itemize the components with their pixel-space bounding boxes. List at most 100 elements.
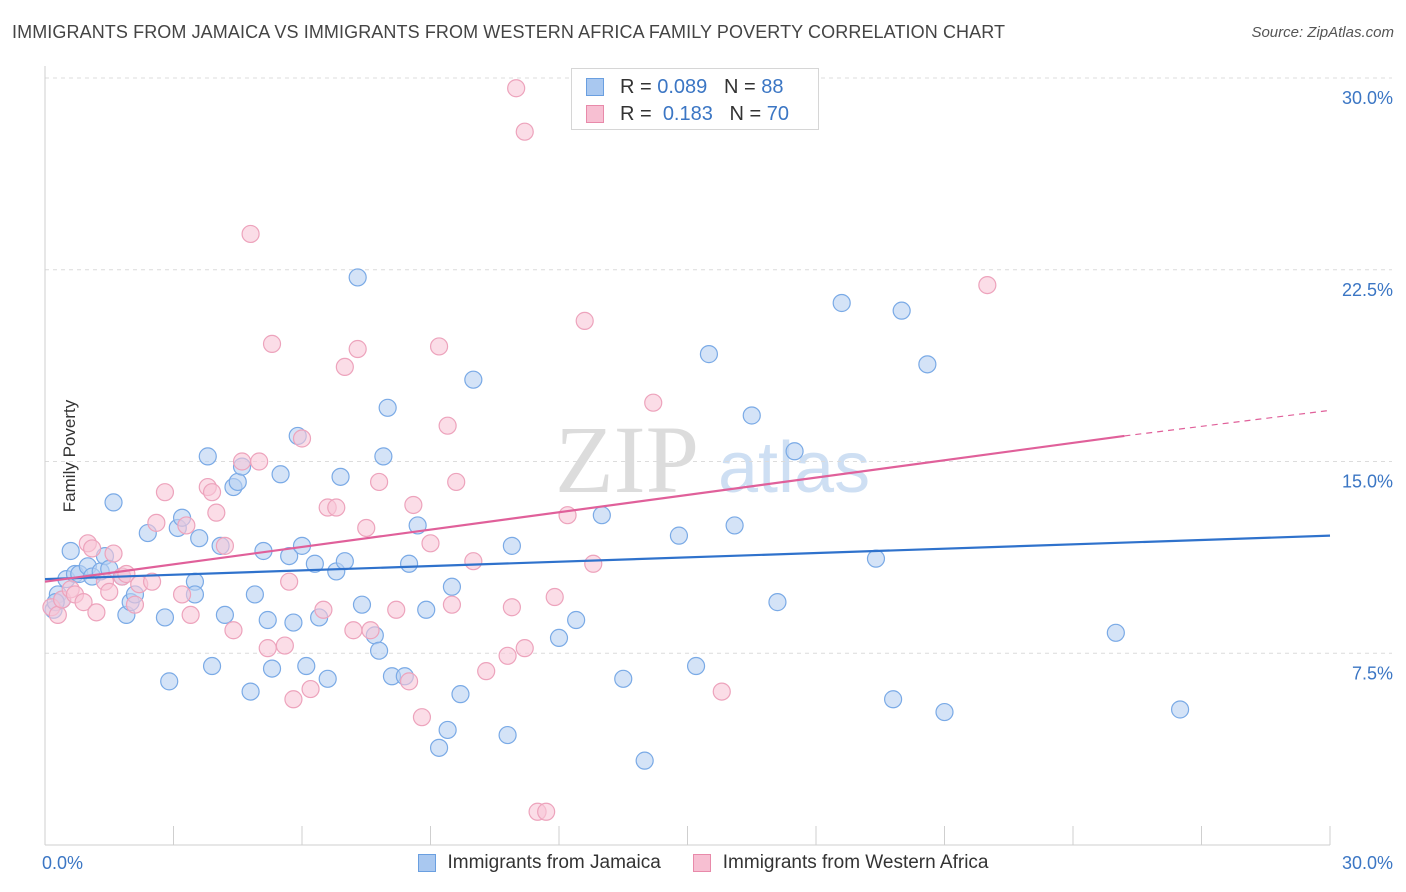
- data-points: [42, 79, 1190, 821]
- trend-line-extension: [1124, 409, 1331, 437]
- point-western-africa: [361, 621, 380, 640]
- point-jamaica: [918, 355, 937, 374]
- point-jamaica: [284, 613, 303, 632]
- point-jamaica: [686, 656, 706, 676]
- point-western-africa: [515, 639, 534, 658]
- watermark-atlas: atlas: [718, 428, 870, 508]
- tick-labels: 7.5% 15.0% 22.5% 30.0% 0.0% 30.0%: [42, 88, 1393, 873]
- point-western-africa: [83, 539, 102, 558]
- point-western-africa: [537, 802, 556, 821]
- point-western-africa: [104, 544, 123, 563]
- point-jamaica: [331, 467, 350, 486]
- point-jamaica: [262, 659, 282, 678]
- point-jamaica: [305, 554, 324, 573]
- point-jamaica: [429, 738, 449, 757]
- y-tick-label: 30.0%: [1342, 88, 1393, 108]
- correlation-legend: R = 0.089 N = 88 R = 0.183 N = 70: [571, 68, 819, 130]
- point-jamaica: [498, 725, 517, 745]
- legend-row-western-africa: R = 0.183 N = 70: [586, 103, 789, 125]
- point-jamaica: [198, 447, 217, 466]
- point-western-africa: [250, 452, 269, 471]
- point-jamaica: [725, 516, 744, 535]
- x-tick-label-max: 30.0%: [1342, 853, 1393, 873]
- point-jamaica: [549, 628, 569, 648]
- trend-lines: [44, 409, 1331, 583]
- legend-n-label: N =: [723, 75, 756, 98]
- trend-line-jamaica: [44, 534, 1331, 581]
- point-jamaica: [742, 406, 761, 425]
- point-western-africa: [142, 572, 162, 591]
- point-jamaica: [228, 472, 247, 492]
- point-jamaica: [883, 690, 903, 709]
- point-jamaica: [832, 293, 851, 313]
- y-tick-label: 22.5%: [1342, 280, 1393, 300]
- point-western-africa: [87, 603, 106, 622]
- point-western-africa: [344, 621, 363, 640]
- point-western-africa: [275, 636, 294, 655]
- point-jamaica: [370, 641, 389, 660]
- point-jamaica: [318, 669, 337, 688]
- point-western-africa: [177, 516, 196, 535]
- point-jamaica: [271, 465, 290, 484]
- series-legend-western-africa: Immigrants from Western Africa: [692, 852, 989, 874]
- point-western-africa: [978, 275, 997, 295]
- y-tick-label: 7.5%: [1352, 663, 1393, 683]
- point-western-africa: [241, 224, 260, 244]
- chart-title: IMMIGRANTS FROM JAMAICA VS IMMIGRANTS FR…: [12, 22, 1006, 42]
- chart-source: Source: ZipAtlas.com: [1251, 24, 1394, 41]
- point-jamaica: [241, 682, 260, 701]
- point-western-africa: [147, 513, 166, 532]
- point-jamaica: [502, 536, 521, 555]
- point-western-africa: [502, 598, 521, 617]
- legend-r-value: 0.183: [662, 102, 713, 125]
- point-jamaica: [245, 585, 264, 604]
- point-jamaica: [348, 268, 367, 287]
- point-western-africa: [477, 662, 496, 681]
- point-western-africa: [712, 682, 731, 701]
- point-jamaica: [335, 552, 354, 571]
- point-western-africa: [284, 690, 303, 709]
- point-western-africa: [258, 639, 277, 658]
- point-western-africa: [575, 311, 594, 330]
- point-jamaica: [408, 516, 427, 535]
- x-tick-label-min: 0.0%: [42, 853, 83, 873]
- point-western-africa: [644, 393, 663, 412]
- point-jamaica: [417, 600, 436, 619]
- point-jamaica: [1170, 700, 1190, 719]
- point-western-africa: [357, 518, 376, 538]
- point-jamaica: [592, 506, 611, 525]
- legend-n-label: N =: [729, 102, 762, 125]
- point-western-africa: [498, 646, 517, 665]
- point-western-africa: [280, 572, 299, 591]
- point-jamaica: [190, 529, 209, 548]
- point-western-africa: [447, 472, 466, 492]
- point-western-africa: [370, 472, 389, 492]
- point-jamaica: [297, 656, 316, 676]
- point-jamaica: [399, 554, 419, 573]
- legend-n-value: 70: [766, 102, 790, 125]
- point-western-africa: [399, 672, 419, 691]
- point-western-africa: [100, 582, 119, 601]
- series-label-jamaica: Immigrants from Jamaica: [447, 852, 661, 873]
- point-jamaica: [866, 549, 886, 568]
- point-jamaica: [374, 447, 393, 466]
- point-jamaica: [699, 345, 719, 364]
- point-western-africa: [301, 679, 320, 699]
- point-western-africa: [224, 621, 243, 640]
- legend-r-label: R =: [620, 102, 652, 125]
- point-western-africa: [412, 708, 432, 727]
- point-jamaica: [352, 595, 372, 614]
- legend-swatch-western-africa: [586, 105, 604, 123]
- point-western-africa: [438, 416, 457, 435]
- point-western-africa: [404, 495, 423, 515]
- point-western-africa: [155, 483, 175, 502]
- point-jamaica: [258, 610, 277, 630]
- series-legend-jamaica: Immigrants from Jamaica: [417, 852, 661, 874]
- point-jamaica: [378, 398, 397, 417]
- point-jamaica: [160, 672, 179, 691]
- legend-row-jamaica: R = 0.089 N = 88: [586, 76, 783, 98]
- point-jamaica: [785, 442, 804, 461]
- grid-lines: [45, 77, 1392, 654]
- y-tick-label: 15.0%: [1342, 472, 1393, 492]
